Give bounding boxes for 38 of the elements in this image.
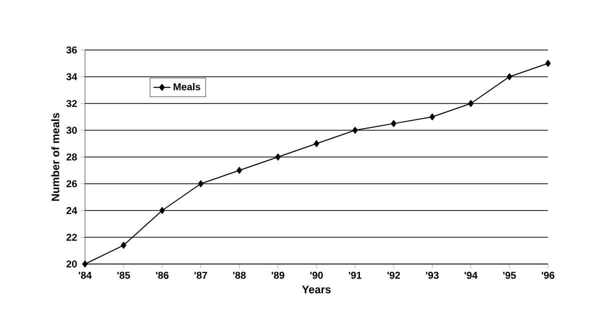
x-tick-label: '89 — [272, 272, 284, 279]
point — [545, 60, 551, 67]
x-tick-label: '96 — [542, 272, 554, 279]
point — [275, 154, 281, 160]
x-tick-label: '93 — [426, 272, 439, 279]
point — [314, 140, 320, 148]
y-tick-label: 34 — [66, 73, 78, 80]
x-tick-label: '84 — [78, 272, 92, 279]
x-tick-label: '85 — [117, 272, 130, 279]
y-tick-label: 24 — [66, 207, 78, 214]
y-tick-label: 30 — [66, 126, 77, 134]
y-tick-label: 32 — [66, 100, 77, 108]
point — [236, 166, 242, 174]
x-axis-title: Years — [302, 286, 331, 294]
point — [468, 100, 474, 107]
y-tick-label: 28 — [66, 153, 77, 161]
y-tick-label: 36 — [66, 46, 77, 54]
x-tick-label: '87 — [194, 272, 208, 279]
legend-label: Meals — [174, 83, 200, 90]
point — [430, 113, 435, 120]
x-tick-label: '91 — [348, 272, 362, 279]
y-tick-label: 22 — [66, 234, 77, 241]
point — [198, 180, 204, 188]
x-tick-label: '92 — [387, 272, 400, 279]
x-tick-label: '94 — [464, 272, 478, 279]
point — [352, 126, 358, 134]
x-tick-label: '95 — [503, 272, 516, 279]
y-tick-label: 26 — [66, 180, 77, 188]
x-tick-label: '90 — [310, 272, 323, 279]
x-tick-label: '88 — [233, 272, 246, 279]
point — [120, 242, 126, 249]
point — [390, 120, 396, 128]
point — [82, 260, 88, 268]
point — [159, 207, 165, 214]
y-tick-label: 20 — [66, 260, 77, 268]
x-tick-label: '86 — [156, 272, 169, 279]
point — [506, 73, 512, 80]
y-axis-title: Number of meals — [51, 113, 60, 201]
